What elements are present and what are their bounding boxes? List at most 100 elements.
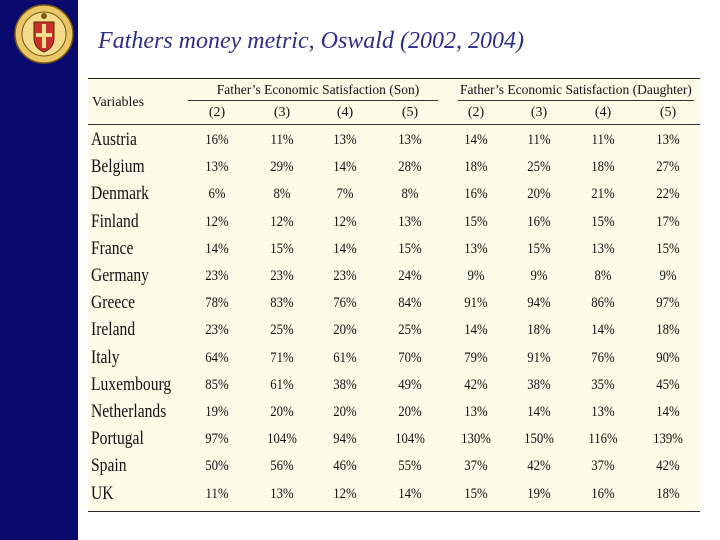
table-cell: 104%: [395, 431, 425, 448]
table-cell: 14%: [527, 404, 551, 420]
table-cell: 90%: [656, 349, 680, 366]
table-cell: 116%: [588, 431, 618, 448]
table-cell: 14%: [656, 404, 680, 420]
country-label: Spain: [91, 455, 127, 477]
table-cell: 11%: [591, 132, 615, 148]
table-row: Netherlands 19% 20% 20% 20% 13% 14% 13% 14%: [88, 401, 700, 428]
col-header: (2): [208, 105, 226, 120]
table-cell: 49%: [398, 376, 422, 393]
country-label: France: [91, 237, 134, 259]
country-label: Netherlands: [91, 401, 167, 422]
table-cell: 97%: [656, 295, 680, 312]
table-cell: 20%: [527, 186, 551, 203]
table-cell: 14%: [205, 240, 229, 257]
table-cell: 14%: [398, 485, 422, 502]
table-cell: 16%: [527, 213, 551, 230]
table-cell: 97%: [205, 431, 229, 448]
table-cell: 14%: [591, 322, 615, 339]
table-cell: 13%: [398, 132, 422, 148]
table-cell: 12%: [333, 213, 357, 230]
table-cell: 13%: [591, 240, 615, 257]
table-cell: 130%: [461, 431, 491, 448]
table-cell: 83%: [270, 295, 294, 312]
daughter-group-header: Father’s Economic Satisfaction (Daughter…: [460, 82, 692, 97]
table-cell: 91%: [464, 295, 488, 312]
table-cell: 38%: [333, 376, 357, 393]
table-cell: 16%: [205, 132, 229, 148]
table-cell: 20%: [333, 322, 357, 339]
table-row: Finland 12% 12% 12% 13% 15% 16% 15% 17%: [88, 211, 700, 238]
country-label: Belgium: [91, 156, 145, 178]
table-cell: 37%: [591, 458, 615, 475]
country-label: Finland: [91, 210, 139, 232]
table-cell: 20%: [398, 404, 422, 420]
table-cell: 42%: [527, 458, 551, 475]
table-cell: 15%: [527, 240, 551, 257]
table-cell: 9%: [530, 268, 548, 284]
col-header: (2): [467, 105, 485, 120]
table-cell: 64%: [205, 349, 229, 366]
table-cell: 13%: [205, 159, 229, 176]
table-cell: 25%: [270, 322, 294, 339]
table-cell: 79%: [464, 349, 488, 366]
table-cell: 20%: [333, 404, 357, 420]
table-cell: 15%: [398, 240, 422, 257]
table-cell: 61%: [333, 349, 357, 366]
table-cell: 23%: [205, 322, 229, 339]
table-cell: 8%: [594, 268, 612, 284]
daughter-group-rule: [458, 100, 694, 101]
table-cell: 19%: [527, 485, 551, 502]
table-cell: 13%: [398, 213, 422, 230]
col-header: (5): [659, 105, 677, 120]
table-cell: 13%: [591, 404, 615, 420]
table-cell: 25%: [527, 159, 551, 176]
son-group-header: Father’s Economic Satisfaction (Son): [216, 82, 420, 97]
table-cell: 28%: [398, 159, 422, 176]
table-cell: 12%: [205, 213, 229, 230]
country-label: Italy: [91, 346, 120, 368]
table-cell: 91%: [527, 349, 551, 366]
data-table: Variables Father’s Economic Satisfaction…: [88, 78, 700, 512]
country-label: Austria: [91, 129, 137, 150]
table-cell: 86%: [591, 295, 615, 312]
table-cell: 18%: [464, 159, 488, 176]
table-cell: 15%: [464, 213, 488, 230]
table-cell: 150%: [524, 431, 554, 448]
table-cell: 14%: [333, 240, 357, 257]
table-row: France 14% 15% 14% 15% 13% 15% 13% 15%: [88, 238, 700, 265]
table-cell: 37%: [464, 458, 488, 475]
table-cell: 25%: [398, 322, 422, 339]
university-seal-icon: [14, 4, 74, 64]
table-row: Portugal 97% 104% 94% 104% 130% 150% 116% 139%: [88, 428, 700, 455]
table-cell: 16%: [591, 485, 615, 502]
table-cell: 46%: [333, 458, 357, 475]
col-header: (3): [273, 105, 291, 120]
table-cell: 12%: [333, 485, 357, 502]
table-cell: 139%: [653, 431, 683, 448]
table-row: Spain 50% 56% 46% 55% 37% 42% 37% 42%: [88, 455, 700, 482]
table-cell: 17%: [656, 213, 680, 230]
table-cell: 71%: [270, 349, 294, 366]
table-cell: 14%: [464, 322, 488, 339]
table-row: UK 11% 13% 12% 14% 15% 19% 16% 18%: [88, 483, 700, 510]
table-cell: 11%: [270, 132, 294, 148]
col-header: (4): [594, 105, 612, 120]
table-cell: 8%: [401, 186, 419, 203]
table-cell: 22%: [656, 186, 680, 203]
table-cell: 21%: [591, 186, 615, 203]
table-cell: 94%: [527, 295, 551, 312]
table-cell: 78%: [205, 295, 229, 312]
table-cell: 45%: [656, 376, 680, 393]
table-cell: 15%: [656, 240, 680, 257]
table-cell: 7%: [336, 186, 354, 203]
table-cell: 76%: [591, 349, 615, 366]
page-title: Fathers money metric, Oswald (2002, 2004…: [98, 28, 524, 54]
table-cell: 42%: [656, 458, 680, 475]
table-row: Austria 16% 11% 13% 13% 14% 11% 11% 13%: [88, 129, 700, 156]
table-cell: 42%: [464, 376, 488, 393]
table-row: Belgium 13% 29% 14% 28% 18% 25% 18% 27%: [88, 156, 700, 183]
table-cell: 18%: [591, 159, 615, 176]
table-cell: 104%: [267, 431, 297, 448]
table-cell: 50%: [205, 458, 229, 475]
col-header: (3): [530, 105, 548, 120]
